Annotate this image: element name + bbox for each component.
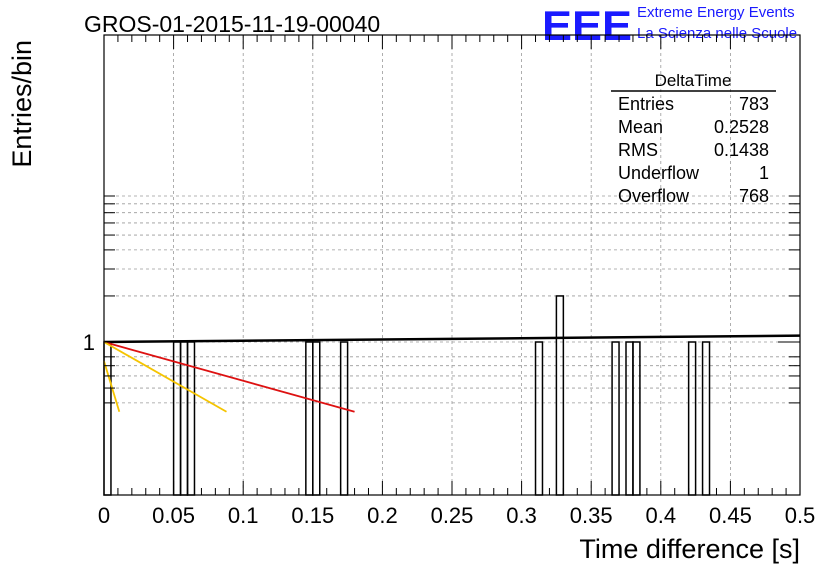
chart-title: GROS-01-2015-11-19-00040 [84,11,380,37]
y-tick-label: 1 [83,330,95,355]
stats-label: Mean [618,117,663,137]
histogram-bar [172,341,182,496]
histogram-bar [701,341,711,496]
histogram-bar [555,295,565,496]
histogram-bar [339,341,349,496]
y-axis-label: Entries/bin [7,40,37,168]
stats-box: DeltaTime Entries 783 Mean 0.2528 RMS 0.1438 U… [611,71,776,206]
stats-value: 1 [759,163,769,183]
x-tick-label: 0.45 [709,503,752,528]
stats-label: Underflow [618,163,700,183]
fit-line [103,341,227,413]
histogram-bar [305,341,314,496]
x-tick-label: 0.1 [228,503,259,528]
x-tick-label: 0.3 [506,503,537,528]
x-tick-label: 0.25 [431,503,474,528]
axes: 0 0.05 0.1 0.15 0.2 0.25 0.3 0.35 0.4 0.45 0.5 1 [83,35,816,528]
histogram-bar [687,341,697,496]
histogram-bars [103,295,711,496]
histogram-bar [534,341,544,496]
stats-value: 0.1438 [714,140,769,160]
x-tick-label: 0.15 [291,503,334,528]
x-tick-label: 0.4 [646,503,677,528]
fit-line [103,341,355,413]
histogram-bar [611,341,620,496]
fit-lines [103,334,801,413]
stats-name: DeltaTime [655,71,732,90]
fit-line [103,360,121,413]
logo-line-2: La Scienza nelle Scuole [637,25,797,42]
x-tick-label: 0.05 [152,503,195,528]
grid [104,35,800,495]
stats-label: Entries [618,94,674,114]
stats-value: 0.2528 [714,117,769,137]
stats-rows: Entries 783 Mean 0.2528 RMS 0.1438 Underflow 1 O… [618,94,769,206]
logo-line-1: Extreme Energy Events [637,4,795,21]
histogram-bar [312,341,321,496]
fit-line [103,334,801,344]
x-tick-label: 0.2 [367,503,398,528]
stats-value: 768 [739,186,769,206]
logo-mark: EEE [542,2,632,49]
x-tick-label: 0.5 [785,503,816,528]
x-tick-label: 0 [98,503,110,528]
x-axis-label: Time difference [s] [579,534,800,564]
x-tick-label: 0.35 [570,503,613,528]
stats-label: RMS [618,140,658,160]
eee-logo: EEE Extreme Energy Events La Scienza nel… [542,2,797,49]
histogram-bar [625,341,634,496]
stats-label: Overflow [618,186,690,206]
histogram-bar [632,341,641,496]
stats-value: 783 [739,94,769,114]
